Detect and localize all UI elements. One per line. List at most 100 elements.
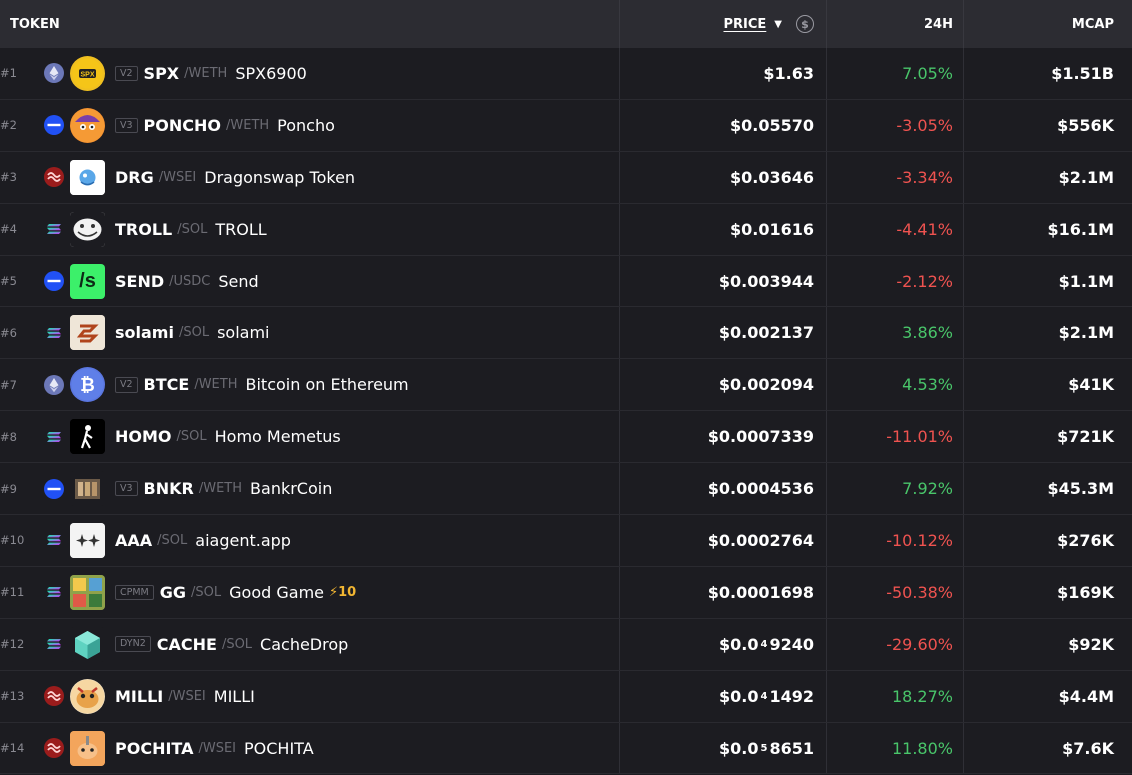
token-cell[interactable]: #5/s SEND/USDC Send <box>0 255 620 307</box>
change-24h-cell: -11.01% <box>827 411 964 463</box>
table-row[interactable]: #1 SPX V2 SPX/WETH SPX6900 $1.63 7.05% $1.51B <box>0 48 1132 100</box>
quote-pair: /SOL <box>177 221 208 237</box>
price-cell: $0.002137 <box>620 307 827 359</box>
quote-pair: /WSEI <box>198 740 237 756</box>
column-header-24h[interactable]: 24H <box>827 0 964 48</box>
table-row[interactable]: #14 POCHITA/WSEI POCHITA $0.0 5 8651 11.80% $7.… <box>0 722 1132 775</box>
ethereum-chain-icon <box>44 374 64 395</box>
token-symbol: BNKR <box>143 479 194 499</box>
table-row[interactable]: #12 DYN2 CACHE/SOL CacheDrop $0.0 4 9240 -29.60… <box>0 618 1132 671</box>
version-badge: V2 <box>115 377 138 393</box>
change-24h-cell: 4.53% <box>827 359 964 411</box>
table-row[interactable]: #3 DRG/WSEI Dragonswap Token $0.03646 -3.34%… <box>0 151 1132 204</box>
price-value: $0.002094 <box>718 375 814 395</box>
token-cell[interactable]: #11 CPMM GG/SOL Good Game ⚡10 <box>0 566 620 618</box>
table-row[interactable]: #7 ₿ V2 BTCE/WETH Bitcoin on Ethereum $0.0020… <box>0 359 1132 412</box>
market-cap-cell: $556K <box>1057 115 1114 135</box>
table-row[interactable]: #2 V3 PONCHO/WETH Poncho $0.05570 -3.05% $556K <box>0 99 1132 152</box>
change-24h-cell: -4.41% <box>827 203 964 255</box>
quote-pair: /WETH <box>198 481 243 497</box>
market-cap-cell: $92K <box>1068 634 1114 654</box>
price-sort-label[interactable]: PRICE <box>723 16 767 32</box>
token-cell[interactable]: #10 AAA/SOL aiagent.app <box>0 515 620 566</box>
price-cell: $0.0002764 <box>620 515 827 566</box>
price-value: $0.0007339 <box>707 427 814 447</box>
sei-chain-icon <box>44 167 64 188</box>
token-name: SPX6900 <box>235 63 307 83</box>
quote-pair: /SOL <box>157 532 188 548</box>
market-cap-cell: $1.51B <box>1051 63 1114 83</box>
currency-toggle-icon[interactable]: $ <box>796 15 814 33</box>
token-logo-icon <box>70 211 105 247</box>
token-cell[interactable]: #12 DYN2 CACHE/SOL CacheDrop <box>0 618 620 670</box>
token-cell[interactable]: #6 solami/SOL solami <box>0 307 620 359</box>
price-cell: $0.01616 <box>620 203 827 255</box>
change-24h-cell: -3.34% <box>827 151 964 203</box>
quote-pair: /SOL <box>176 429 207 445</box>
market-cap-cell: $276K <box>1057 530 1114 550</box>
token-logo-icon <box>70 419 105 455</box>
token-cell[interactable]: #4 TROLL/SOL TROLL <box>0 203 620 255</box>
market-cap-cell: $2.1M <box>1058 323 1114 343</box>
rank-label: #5 <box>0 274 17 288</box>
token-symbol: DRG <box>115 167 154 187</box>
token-name: TROLL <box>215 219 267 239</box>
sort-desc-icon[interactable]: ▼ <box>774 18 782 30</box>
table-row[interactable]: #11 CPMM GG/SOL Good Game ⚡10 $0.0001698 -50.3… <box>0 566 1132 619</box>
table-row[interactable]: #5/s SEND/USDC Send $0.003944 -2.12% $1.1M <box>0 255 1132 308</box>
change-24h-cell: -50.38% <box>827 566 964 618</box>
column-header-token[interactable]: TOKEN <box>0 0 620 48</box>
table-row[interactable]: #4 TROLL/SOL TROLL $0.01616 -4.41% $16.1M <box>0 203 1132 256</box>
sei-chain-icon <box>44 686 64 707</box>
token-logo-icon <box>70 107 105 143</box>
version-badge: CPMM <box>115 584 154 601</box>
price-cell: $0.0 5 8651 <box>620 722 827 774</box>
price-zero-count: 5 <box>760 742 768 754</box>
price-cell: $0.002094 <box>620 359 827 411</box>
token-logo-icon <box>70 626 105 662</box>
token-name: MILLI <box>213 686 255 706</box>
token-cell[interactable]: #7 ₿ V2 BTCE/WETH Bitcoin on Ethereum <box>0 359 620 411</box>
rank-label: #9 <box>0 481 17 496</box>
table-row[interactable]: #9 V3 BNKR/WETH BankrCoin $0.0004536 7.92% $45… <box>0 463 1132 516</box>
token-logo-icon <box>70 159 105 195</box>
rank-label: #8 <box>0 429 17 444</box>
quote-pair: /SOL <box>221 636 253 652</box>
price-value: $1.63 <box>763 63 814 83</box>
token-symbol: solami <box>115 323 174 343</box>
market-cap-cell: $7.6K <box>1062 738 1114 758</box>
token-cell[interactable]: #14 POCHITA/WSEI POCHITA <box>0 722 620 774</box>
price-cell: $1.63 <box>620 48 827 99</box>
rank-label: #10 <box>0 533 25 548</box>
token-cell[interactable]: #2 V3 PONCHO/WETH Poncho <box>0 99 620 151</box>
price-value: $0.01616 <box>729 219 814 239</box>
market-cap-cell: $4.4M <box>1058 686 1114 706</box>
table-row[interactable]: #6 solami/SOL solami $0.002137 3.86% $2.1M <box>0 307 1132 360</box>
token-logo-icon: /s <box>70 263 105 299</box>
column-header-price[interactable]: PRICE ▼ $ <box>620 0 827 48</box>
token-logo-icon <box>70 730 105 766</box>
change-24h-cell: 18.27% <box>827 670 964 722</box>
token-cell[interactable]: #3 DRG/WSEI Dragonswap Token <box>0 151 620 203</box>
token-name: Dragonswap Token <box>204 167 356 187</box>
price-cell: $0.0004536 <box>620 463 827 515</box>
rank-label: #12 <box>0 637 25 652</box>
column-header-mcap[interactable]: MCAP <box>1071 16 1114 32</box>
token-cell[interactable]: #13 MILLI/WSEI MILLI <box>0 670 620 722</box>
token-cell[interactable]: #8 HOMO/SOL Homo Memetus <box>0 411 620 463</box>
token-cell[interactable]: #9 V3 BNKR/WETH BankrCoin <box>0 463 620 515</box>
price-cell: $0.0007339 <box>620 411 827 463</box>
market-cap-cell: $1.1M <box>1058 271 1114 291</box>
table-body: #1 SPX V2 SPX/WETH SPX6900 $1.63 7.05% $1.51B #2… <box>0 48 1132 775</box>
table-row[interactable]: #13 MILLI/WSEI MILLI $0.0 4 1492 18.27% $4.4M <box>0 670 1132 723</box>
token-name: solami <box>217 323 270 343</box>
price-zero-count: 4 <box>760 690 768 702</box>
table-row[interactable]: #8 HOMO/SOL Homo Memetus $0.0007339 -11.01% $… <box>0 411 1132 464</box>
token-symbol: POCHITA <box>115 738 194 758</box>
change-24h-cell: 3.86% <box>827 307 964 359</box>
token-cell[interactable]: #1 SPX V2 SPX/WETH SPX6900 <box>0 48 620 99</box>
table-row[interactable]: #10 AAA/SOL aiagent.app $0.0002764 -10.12% $2… <box>0 515 1132 567</box>
price-cell: $0.003944 <box>620 255 827 307</box>
market-cap-cell: $169K <box>1057 582 1114 602</box>
market-cap-cell: $41K <box>1068 375 1114 395</box>
